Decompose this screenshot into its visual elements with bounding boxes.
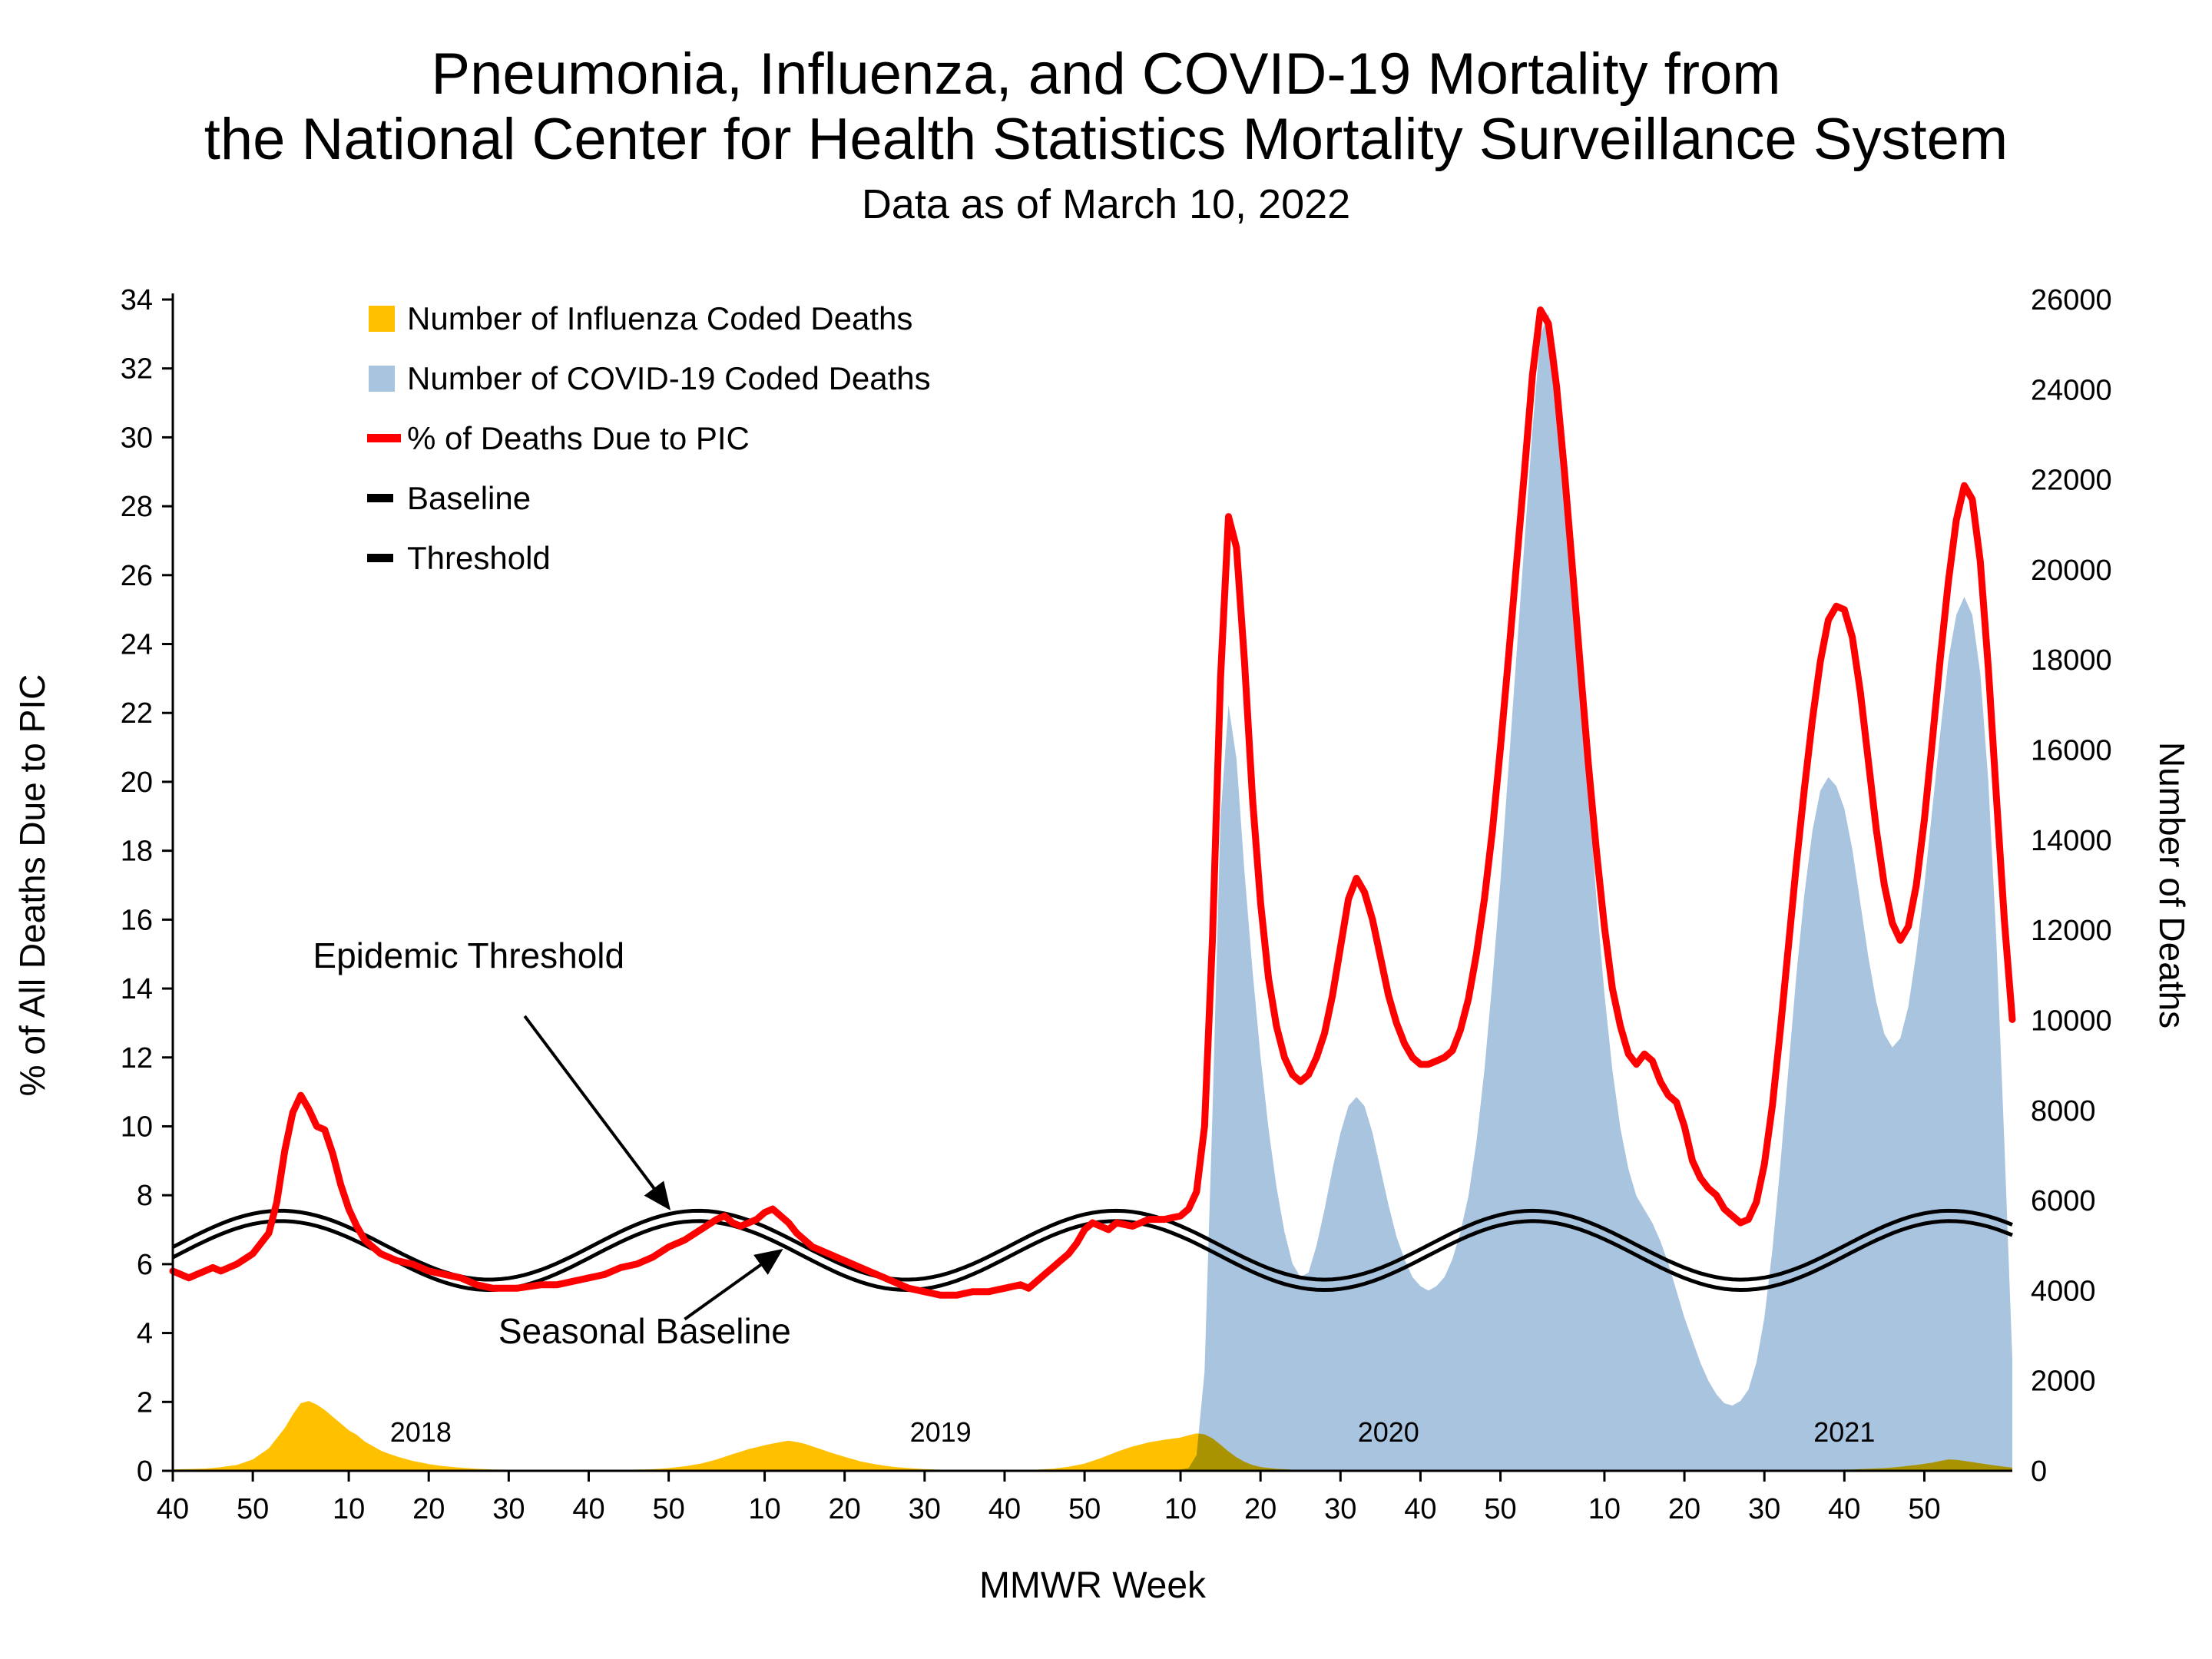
legend-swatch-baseline-icon [367, 494, 393, 502]
y-left-tick-label: 26 [121, 560, 153, 592]
x-tick-label: 30 [1748, 1493, 1780, 1525]
year-label: 2020 [1358, 1416, 1419, 1448]
y-right-tick-label: 18000 [2031, 644, 2112, 677]
x-tick-label: 20 [1668, 1493, 1700, 1525]
x-tick-label: 50 [1484, 1493, 1516, 1525]
legend-label-covid_deaths: Number of COVID-19 Coded Deaths [407, 360, 931, 396]
x-tick-label: 30 [1324, 1493, 1356, 1525]
annotation-label: Epidemic Threshold [313, 935, 624, 975]
y-left-tick-label: 24 [121, 629, 153, 661]
pic-mortality-chart: 0246810121416182022242628303234020004000… [12, 284, 2192, 1606]
year-label: 2021 [1813, 1416, 1875, 1448]
legend-swatch-influenza_deaths-icon [369, 306, 395, 332]
x-tick-label: 10 [748, 1493, 780, 1525]
y-left-tick-label: 34 [121, 284, 153, 316]
y-right-tick-label: 6000 [2031, 1185, 2096, 1217]
y-left-tick-label: 14 [121, 973, 153, 1005]
x-tick-label: 40 [572, 1493, 604, 1525]
x-tick-label: 10 [333, 1493, 365, 1525]
y-right-tick-label: 8000 [2031, 1095, 2096, 1128]
x-tick-label: 50 [237, 1493, 269, 1525]
y-left-tick-label: 32 [121, 353, 153, 386]
x-tick-label: 30 [909, 1493, 941, 1525]
year-label: 2019 [910, 1416, 972, 1448]
y-left-tick-label: 2 [137, 1386, 153, 1419]
legend-swatch-pic_percent-icon [367, 434, 401, 442]
legend-swatch-threshold-icon [367, 554, 393, 562]
legend-label-influenza_deaths: Number of Influenza Coded Deaths [407, 300, 912, 336]
annotation-arrow [523, 1015, 671, 1210]
x-tick-label: 10 [1588, 1493, 1621, 1525]
chart-header: Pneumonia, Influenza, and COVID-19 Morta… [0, 0, 2212, 230]
legend-label-pic_percent: % of Deaths Due to PIC [407, 420, 750, 456]
y-left-tick-label: 28 [121, 491, 153, 523]
y-left-tick-label: 8 [137, 1180, 153, 1212]
pic-percent-line [169, 306, 2016, 1299]
threshold-line [171, 1208, 2013, 1282]
y-right-tick-label: 16000 [2031, 735, 2112, 767]
x-tick-label: 40 [157, 1493, 189, 1525]
x-tick-label: 10 [1164, 1493, 1197, 1525]
x-tick-label: 40 [1828, 1493, 1860, 1525]
x-tick-label: 50 [652, 1493, 684, 1525]
annotation-label: Seasonal Baseline [498, 1311, 791, 1351]
x-tick-label: 40 [1404, 1493, 1436, 1525]
x-tick-label: 20 [1244, 1493, 1277, 1525]
y-right-tick-label: 26000 [2031, 284, 2112, 316]
y-right-tick-label: 0 [2031, 1455, 2047, 1488]
chart-title-line2: the National Center for Health Statistic… [204, 107, 2008, 173]
covid-deaths-area [173, 313, 2012, 1472]
y-left-tick-label: 6 [137, 1249, 153, 1281]
y-right-tick-label: 20000 [2031, 555, 2112, 587]
influenza-deaths-area [173, 1401, 2012, 1471]
x-axis-title: MMWR Week [979, 1565, 1207, 1606]
x-tick-label: 50 [1908, 1493, 1940, 1525]
chart-subtitle-date: Data as of March 10, 2022 [861, 180, 1351, 227]
year-label: 2018 [390, 1416, 452, 1448]
x-tick-label: 30 [492, 1493, 525, 1525]
y-right-tick-label: 22000 [2031, 465, 2112, 497]
legend-label-threshold: Threshold [407, 540, 551, 576]
y-right-tick-label: 2000 [2031, 1366, 2096, 1398]
y-right-tick-label: 24000 [2031, 374, 2112, 406]
y-right-axis-title: Number of Deaths [2152, 742, 2192, 1028]
y-left-tick-label: 22 [121, 697, 153, 730]
y-left-tick-label: 18 [121, 836, 153, 868]
y-left-tick-label: 10 [121, 1111, 153, 1143]
y-right-tick-label: 12000 [2031, 915, 2112, 947]
y-left-tick-label: 20 [121, 767, 153, 799]
x-tick-label: 20 [412, 1493, 445, 1525]
x-tick-label: 50 [1068, 1493, 1101, 1525]
x-tick-label: 20 [829, 1493, 861, 1525]
y-left-tick-label: 12 [121, 1042, 153, 1075]
y-right-tick-label: 4000 [2031, 1275, 2096, 1307]
annotation-arrow [684, 1248, 783, 1321]
y-right-tick-label: 10000 [2031, 1005, 2112, 1037]
y-left-tick-label: 0 [137, 1455, 153, 1488]
y-left-axis-title: % of All Deaths Due to PIC [12, 674, 52, 1097]
chart-title-line1: Pneumonia, Influenza, and COVID-19 Morta… [431, 41, 1781, 108]
y-left-tick-label: 30 [121, 422, 153, 454]
y-left-tick-label: 16 [121, 904, 153, 936]
y-left-tick-label: 4 [137, 1318, 153, 1350]
legend-label-baseline: Baseline [407, 480, 531, 516]
x-tick-label: 40 [988, 1493, 1021, 1525]
y-right-tick-label: 14000 [2031, 825, 2112, 857]
legend-swatch-covid_deaths-icon [369, 366, 395, 392]
